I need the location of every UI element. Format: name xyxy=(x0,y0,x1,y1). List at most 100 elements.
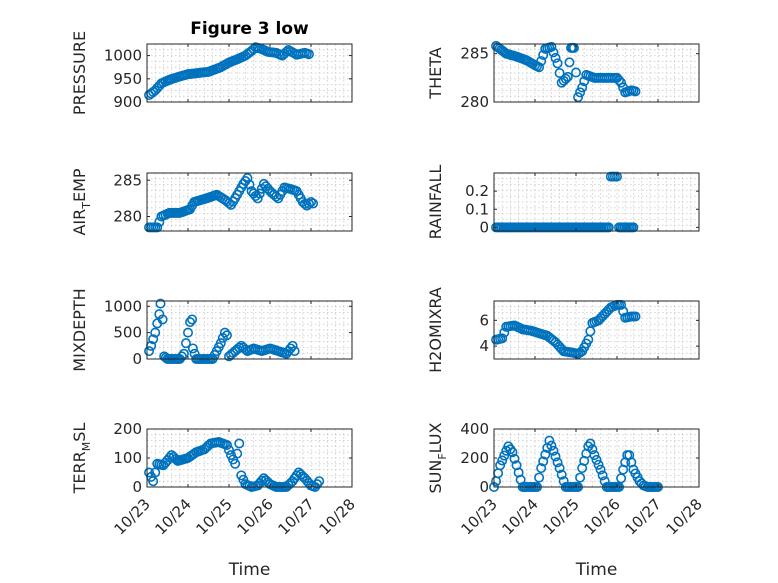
data-point xyxy=(305,197,316,208)
y-axis-label: THETA xyxy=(426,47,445,99)
data-point xyxy=(573,92,584,103)
x-tick-label: 10/28 xyxy=(663,495,706,538)
data-point xyxy=(287,340,298,351)
data-point xyxy=(630,86,641,97)
data-point xyxy=(630,311,641,322)
data-point xyxy=(187,343,198,354)
data-point xyxy=(554,463,565,474)
data-point xyxy=(585,438,596,449)
data-point xyxy=(570,67,581,78)
data-point xyxy=(256,475,267,486)
x-tick-label: 10/27 xyxy=(275,495,318,538)
data-point xyxy=(234,438,245,449)
data-point xyxy=(536,463,547,474)
data-point xyxy=(178,348,189,359)
data-point xyxy=(221,439,232,450)
data-point xyxy=(252,193,263,204)
subplot-h2omixra: 4 6 H2OMIXRA xyxy=(426,287,700,373)
data-point xyxy=(497,333,508,344)
subplot-air_temp: 280 285 AIRTEMP xyxy=(70,168,353,236)
y-tick-label: 400 xyxy=(460,420,489,438)
x-tick-label: 10/26 xyxy=(581,495,624,538)
data-point xyxy=(562,71,573,82)
data-point xyxy=(497,455,508,466)
y-tick-label: 950 xyxy=(113,70,142,88)
series-markers xyxy=(491,171,639,233)
data-point xyxy=(550,451,561,462)
data-point xyxy=(303,198,314,209)
subplot-theta: 280 285 THETA xyxy=(426,40,700,111)
data-point xyxy=(575,472,586,483)
figure-title: Figure 3 low xyxy=(190,19,309,39)
data-point xyxy=(550,52,561,63)
data-point xyxy=(244,179,255,190)
data-point xyxy=(628,222,639,233)
data-point xyxy=(554,68,565,79)
x-axis-label: Time xyxy=(228,560,271,580)
series-markers xyxy=(144,173,319,233)
grid-lines xyxy=(493,300,700,360)
y-axis-label: MIXDEPTH xyxy=(70,288,89,371)
y-tick-label: 0.1 xyxy=(465,200,489,218)
axes-frame xyxy=(493,172,700,232)
data-point xyxy=(611,171,622,182)
data-point xyxy=(150,327,161,338)
y-tick-label: 900 xyxy=(113,93,142,111)
y-tick-label: 285 xyxy=(113,171,142,189)
x-tick-label: 10/23 xyxy=(458,495,501,538)
y-axis-label: TERRMSL xyxy=(70,423,93,495)
x-tick-label: 10/25 xyxy=(193,495,236,538)
x-tick-label: 10/25 xyxy=(540,495,583,538)
y-tick-label: 0 xyxy=(479,478,489,496)
data-point xyxy=(603,222,614,233)
data-point xyxy=(560,73,571,84)
data-point xyxy=(616,77,627,88)
data-point xyxy=(187,314,198,325)
data-point xyxy=(595,464,606,475)
data-point xyxy=(546,440,557,451)
data-point xyxy=(314,476,325,487)
data-point xyxy=(215,338,226,349)
data-point xyxy=(495,460,506,471)
data-point xyxy=(540,449,551,460)
data-point xyxy=(534,62,545,73)
x-tick-label: 10/23 xyxy=(111,495,154,538)
y-tick-label: 1000 xyxy=(104,297,142,315)
data-point xyxy=(544,435,555,446)
axes-background xyxy=(493,172,700,232)
data-point xyxy=(509,453,520,464)
data-point xyxy=(176,351,187,362)
y-tick-label: 0 xyxy=(132,350,142,368)
data-point xyxy=(242,173,253,184)
axes-frame xyxy=(146,300,353,360)
data-point xyxy=(507,447,518,458)
y-tick-label: 285 xyxy=(460,45,489,63)
data-point xyxy=(556,469,567,480)
data-point xyxy=(536,56,547,67)
data-point xyxy=(232,448,243,459)
data-point xyxy=(221,330,232,341)
grid-lines xyxy=(146,172,353,232)
y-tick-label: 200 xyxy=(113,420,142,438)
data-point xyxy=(538,456,549,467)
data-point xyxy=(157,314,168,325)
series-markers xyxy=(491,40,641,103)
data-point xyxy=(144,346,155,357)
data-point xyxy=(148,334,159,345)
y-tick-label: 500 xyxy=(113,324,142,342)
x-tick-label: 10/26 xyxy=(234,495,277,538)
data-point xyxy=(548,445,559,456)
y-axis-label: SUNFLUX xyxy=(426,422,449,493)
axes-frame xyxy=(493,43,700,103)
subplot-pressure: 900 950 1000 PRESSURE Figure 3 low xyxy=(70,19,353,115)
y-tick-label: 1000 xyxy=(104,47,142,65)
data-point xyxy=(152,222,163,233)
data-point xyxy=(155,298,166,309)
data-point xyxy=(614,75,625,86)
y-tick-label: 6 xyxy=(479,311,489,329)
data-point xyxy=(308,198,319,209)
grid-lines xyxy=(146,43,353,103)
